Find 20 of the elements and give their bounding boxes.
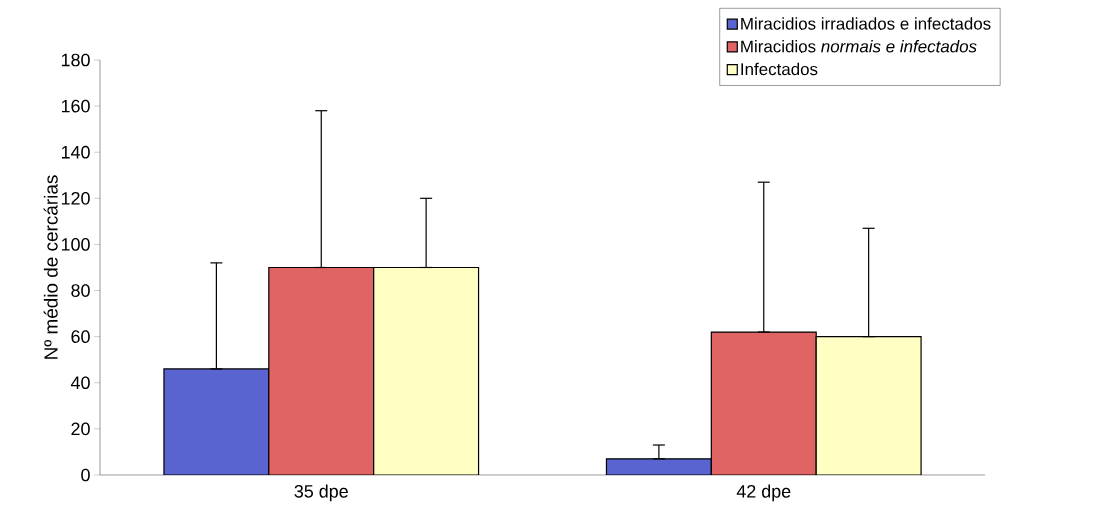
bar [815, 336, 922, 475]
y-tick-label: 180 [61, 53, 90, 67]
y-axis-title: Nº médio de cercárias [43, 175, 58, 359]
legend-label: Infectados [741, 62, 818, 76]
y-tick-label: 0 [81, 468, 90, 482]
x-tick-label: 35 dpe [294, 484, 348, 502]
y-tick-label: 140 [61, 145, 90, 159]
y-tick-label: 100 [61, 238, 90, 251]
bar [373, 266, 480, 475]
x-tick-label: 42 dpe [736, 484, 791, 502]
bar [268, 266, 375, 475]
y-tick-label: 160 [61, 99, 90, 113]
y-tick-label: 20 [71, 422, 90, 436]
legend-label: Miracidios irradiados e infectados [741, 17, 991, 30]
bar [710, 331, 817, 475]
y-tick-label: 40 [70, 376, 90, 390]
y-tick-label: 120 [61, 191, 90, 205]
y-tick-label: 80 [71, 284, 90, 297]
y-tick-label: 60 [71, 330, 90, 343]
legend-label: Miracidios normais e infectados [741, 40, 977, 53]
